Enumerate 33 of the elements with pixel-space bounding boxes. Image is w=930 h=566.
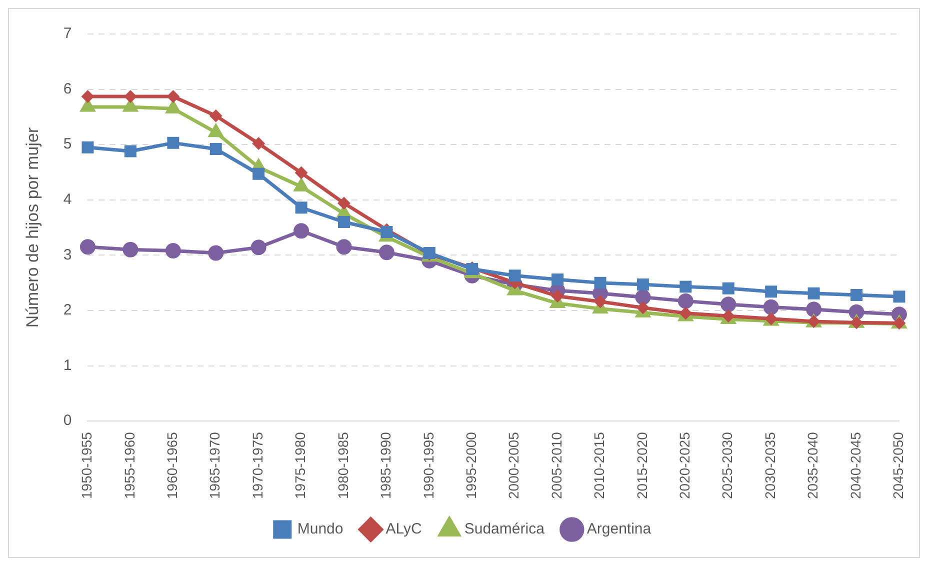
x-tick-label: 1995-2000 [462, 432, 479, 499]
y-tick-label: 0 [63, 412, 72, 430]
x-tick-label: 2015-2020 [634, 432, 650, 499]
y-tick-label: 1 [63, 356, 72, 374]
x-tick-label: 2000-2005 [506, 432, 522, 499]
x-tick-label: 2010-2015 [591, 432, 608, 499]
x-tick-label: 1950-1955 [78, 432, 95, 499]
x-tick-label: 2045-2050 [890, 432, 906, 499]
y-tick-label: 4 [63, 191, 72, 208]
y-axis-title: Número de hijos por mujer [22, 127, 42, 328]
x-tick-label: 1960-1965 [164, 432, 180, 499]
y-tick-label: 2 [63, 302, 72, 319]
x-tick-label: 2030-2035 [762, 432, 778, 499]
legend-label: Argentina [586, 520, 652, 538]
x-tick-label: 2005-2010 [548, 432, 564, 499]
y-tick-label: 6 [63, 80, 72, 98]
x-tick-label: 2035-2040 [804, 432, 821, 499]
y-tick-label: 7 [63, 25, 72, 42]
x-tick-label: 1985-1990 [378, 432, 394, 499]
x-tick-label: 2040-2045 [847, 432, 864, 499]
x-tick-label: 1965-1970 [206, 432, 223, 499]
x-tick-label: 1970-1975 [249, 432, 266, 499]
x-tick-label: 1955-1960 [121, 432, 138, 499]
x-tick-label: 1990-1995 [420, 432, 436, 499]
y-tick-label: 5 [63, 136, 72, 153]
y-tick-label: 3 [63, 246, 72, 264]
legend-label: Sudamérica [464, 520, 546, 538]
x-tick-label: 1980-1985 [334, 432, 351, 499]
legend-label: Mundo [297, 520, 344, 538]
x-tick-label: 1975-1980 [292, 432, 308, 499]
legend-label: ALyC [386, 520, 422, 538]
x-tick-label: 2025-2030 [719, 432, 736, 499]
x-tick-label: 2020-2025 [676, 432, 693, 499]
